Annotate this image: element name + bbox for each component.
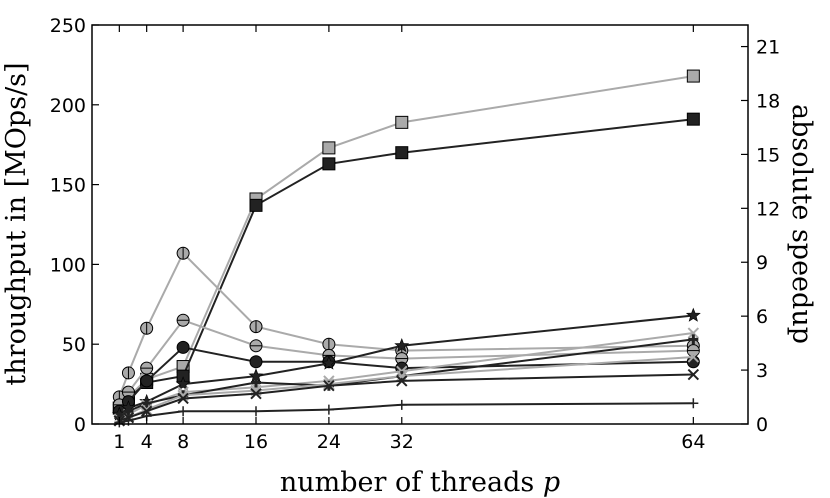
data-point bbox=[249, 320, 263, 334]
data-point bbox=[176, 246, 190, 260]
data-point bbox=[121, 366, 135, 380]
y-tick-label: 0 bbox=[74, 414, 86, 436]
series-11 bbox=[114, 398, 699, 428]
x-axis-label: number of threads p bbox=[280, 467, 560, 498]
data-point bbox=[123, 406, 134, 417]
data-point bbox=[322, 337, 336, 351]
data-point bbox=[396, 375, 408, 387]
data-point bbox=[140, 374, 154, 388]
data-point bbox=[140, 321, 154, 335]
x-tick-label: 8 bbox=[177, 431, 189, 453]
data-point bbox=[686, 112, 700, 126]
y-right-tick-label: 6 bbox=[756, 306, 768, 328]
y-right-tick-label: 9 bbox=[756, 252, 768, 274]
data-point bbox=[249, 355, 263, 369]
data-point bbox=[323, 378, 335, 390]
data-point bbox=[250, 387, 262, 400]
data-point bbox=[396, 399, 407, 410]
data-point bbox=[395, 115, 409, 129]
data-point bbox=[251, 377, 261, 388]
data-point bbox=[249, 198, 263, 212]
x-axis-label-variable: p bbox=[543, 467, 560, 498]
data-point bbox=[687, 368, 700, 381]
y-tick-label: 250 bbox=[50, 15, 86, 37]
x-tick-label: 32 bbox=[390, 431, 414, 453]
series-line bbox=[119, 402, 694, 424]
data-point bbox=[177, 392, 189, 405]
y-right-tick-label: 18 bbox=[756, 90, 780, 112]
data-point bbox=[685, 307, 701, 322]
data-point bbox=[175, 376, 191, 391]
data-point bbox=[688, 398, 699, 409]
data-point bbox=[686, 69, 700, 83]
data-point bbox=[394, 337, 410, 353]
y-right-tick-label: 3 bbox=[756, 360, 768, 382]
y-right-tick-label: 0 bbox=[756, 414, 768, 436]
x-tick-label: 16 bbox=[244, 431, 268, 453]
y-tick-label: 150 bbox=[50, 175, 86, 197]
data-point bbox=[322, 157, 336, 171]
x-tick-label: 1 bbox=[113, 431, 125, 453]
data-point bbox=[395, 146, 409, 160]
plot-frame bbox=[91, 24, 749, 425]
data-point bbox=[687, 327, 700, 339]
y-axis-label: throughput in [MOps/s] bbox=[1, 62, 32, 385]
ticks-layer: 1 4 8 16 24 32 64 0 50 100 150 200 250 0 3 6 9 12 15 18 21 bbox=[50, 15, 780, 453]
x-tick-label: 24 bbox=[317, 431, 341, 453]
data-point bbox=[322, 141, 336, 155]
x-tick-label: 64 bbox=[681, 431, 705, 453]
y-tick-label: 100 bbox=[50, 254, 86, 276]
y-right-tick-label: 12 bbox=[756, 198, 780, 220]
y-right-tick-label: 15 bbox=[756, 144, 780, 166]
data-point bbox=[686, 344, 700, 358]
data-point bbox=[688, 334, 699, 345]
data-point bbox=[323, 404, 334, 415]
y-right-tick-label: 21 bbox=[756, 37, 780, 59]
y-tick-label: 50 bbox=[62, 334, 86, 356]
data-point bbox=[396, 370, 408, 382]
series-line bbox=[118, 373, 694, 422]
series-layer bbox=[111, 69, 701, 428]
x-axis-label-text: number of threads bbox=[280, 467, 534, 498]
data-point bbox=[141, 398, 152, 409]
data-point bbox=[178, 406, 189, 417]
y-axis-label-right: absolute speedup bbox=[786, 104, 817, 344]
data-point bbox=[251, 406, 261, 417]
data-point bbox=[249, 339, 263, 353]
series-10 bbox=[113, 368, 700, 427]
x-tick-label: 4 bbox=[141, 431, 153, 453]
data-point bbox=[321, 355, 337, 370]
y-tick-label: 200 bbox=[50, 95, 86, 117]
data-point bbox=[323, 379, 335, 392]
data-point bbox=[687, 351, 700, 363]
data-point bbox=[176, 340, 190, 354]
data-point bbox=[176, 313, 190, 327]
data-point bbox=[140, 361, 154, 375]
